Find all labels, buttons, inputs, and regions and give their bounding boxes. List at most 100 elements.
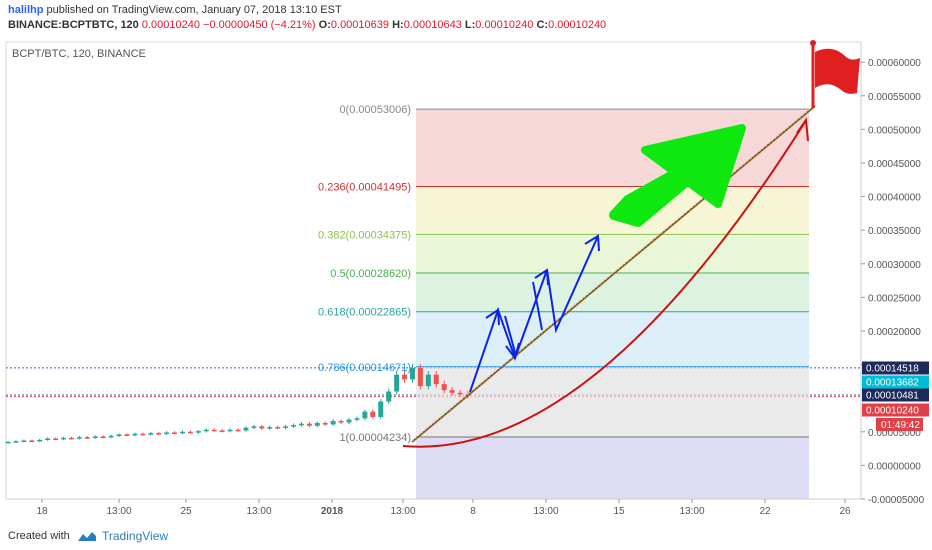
candle-body: [53, 438, 59, 441]
price-tick-label: 0.00000000: [868, 461, 921, 472]
arrowhead-4: [584, 234, 600, 252]
fib-zone-0.618: [416, 311, 809, 367]
trend-line[interactable]: [411, 105, 816, 443]
time-tick-label: 8: [470, 506, 476, 517]
candle-body: [322, 423, 328, 425]
open-value: 0.00010639: [330, 19, 390, 31]
chart-title-text: BCPT/BTC, 120, BINANCE: [12, 48, 146, 60]
low-label: L:: [464, 19, 476, 31]
created-with-text: Created with: [8, 530, 70, 542]
tradingview-logo-icon[interactable]: [78, 531, 96, 541]
price-change: −0.00000450 (−4.21%): [203, 19, 316, 31]
candle-body: [362, 411, 368, 419]
close-label: C:: [536, 19, 549, 31]
candle-body: [203, 429, 209, 432]
candle-body: [84, 437, 90, 439]
candle-body: [417, 367, 423, 387]
high-label: H:: [392, 19, 404, 31]
price-axis[interactable]: 0.00060000 0.00055000 0.00050000 0.00045000…: [860, 42, 925, 506]
price-tag: [862, 403, 929, 417]
price-tag: [862, 388, 929, 402]
time-tick-label: 13:00: [533, 506, 558, 517]
price-tick-label: 0.00020000: [868, 327, 921, 338]
price-tick-label: 0.00055000: [868, 92, 921, 103]
zigzag-extra-1: [504, 315, 517, 357]
price-tag-label: 0.00013682: [866, 378, 919, 389]
time-tick-label: 22: [759, 506, 771, 517]
candle-body: [314, 423, 320, 426]
candle-body: [219, 430, 225, 432]
candle-body: [45, 438, 51, 441]
candle-body: [164, 432, 170, 434]
candle-body: [330, 421, 336, 425]
candle-body: [251, 426, 257, 428]
candle-body: [283, 426, 289, 428]
arrowhead-3: [534, 268, 549, 286]
candle-body: [211, 429, 217, 432]
candle-body: [148, 433, 154, 435]
candle-body: [259, 426, 265, 429]
candle-body: [409, 367, 415, 380]
candle-body: [68, 437, 74, 440]
flag-pole-top: [810, 40, 816, 46]
candle-body: [433, 374, 439, 385]
drawings[interactable]: [402, 40, 860, 448]
countdown-label: 01:49:42: [881, 420, 920, 431]
candle-body: [338, 421, 344, 423]
countdown-tag: [876, 418, 923, 431]
publish-info: halilhp published on TradingView.com, Ja…: [8, 4, 342, 16]
big-arrow-head: [641, 124, 746, 208]
fib-zone-below: [416, 436, 809, 499]
candle-body: [441, 384, 447, 391]
price-tick-label: 0.00030000: [868, 260, 921, 271]
candle-body: [291, 425, 297, 427]
flag-icon[interactable]: [815, 48, 860, 94]
candle-body: [172, 432, 178, 434]
candle-body: [354, 418, 360, 420]
candle-body: [124, 434, 130, 436]
chart-title: BCPT/BTC, 120, BINANCE: [12, 48, 146, 60]
last-price: 0.00010240: [141, 19, 200, 31]
arrowhead-2: [505, 342, 520, 361]
zigzag-extra-2: [532, 281, 543, 331]
open-label: O:: [318, 19, 331, 31]
symbol-label: BINANCE:BCPTBTC, 120: [8, 19, 139, 31]
price-tag: [862, 375, 929, 389]
time-axis[interactable]: 18 13:00 25 13:00 2018 13:00 8 13:00 15 13:00 22 26: [6, 498, 861, 517]
curve-arrowhead: [796, 117, 809, 142]
tradingview-brand[interactable]: TradingView: [102, 529, 169, 543]
candle-body: [370, 411, 376, 418]
candle-body: [61, 437, 67, 440]
candle-body: [235, 429, 241, 432]
candle-body: [298, 423, 304, 426]
fib-label-0.236: 0.236(0.00041495): [318, 182, 411, 194]
candle-body: [13, 441, 19, 443]
time-tick-label: 13:00: [679, 506, 704, 517]
price-tick-label: 0.00060000: [868, 58, 921, 69]
price-chart[interactable]: 0(0.00053006) 0.236(0.00041495) 0.382(0.00…: [0, 0, 932, 522]
parabolic-curve[interactable]: [402, 121, 806, 448]
high-value: 0.00010643: [403, 19, 462, 31]
candle-body: [108, 435, 114, 438]
candle-body: [92, 436, 98, 438]
candle-body: [402, 374, 408, 380]
fib-label-1: 1(0.00004234): [339, 432, 411, 444]
time-tick-label: 13:00: [390, 506, 415, 517]
chart-header: halilhp published on TradingView.com, Ja…: [0, 0, 932, 38]
author-name[interactable]: halilhp: [8, 4, 44, 16]
candle-body: [449, 390, 455, 393]
candle-body: [275, 427, 281, 429]
zigzag-path[interactable]: [469, 235, 599, 393]
fib-label-0.618: 0.618(0.00022865): [318, 307, 411, 319]
time-tick-label: 13:00: [246, 506, 271, 517]
trend-line-guide: [411, 104, 816, 442]
published-text: published on TradingView.com, January 07…: [43, 4, 342, 16]
price-tag-label: 0.00010240: [866, 406, 919, 417]
fib-zone-0.5: [416, 273, 809, 312]
candle-body: [29, 440, 35, 443]
candle-body: [394, 374, 400, 392]
close-value: 0.00010240: [548, 19, 607, 31]
candle-body: [21, 440, 27, 443]
price-tick-label: 0.00050000: [868, 125, 921, 136]
fib-label-0: 0(0.00053006): [339, 104, 411, 116]
